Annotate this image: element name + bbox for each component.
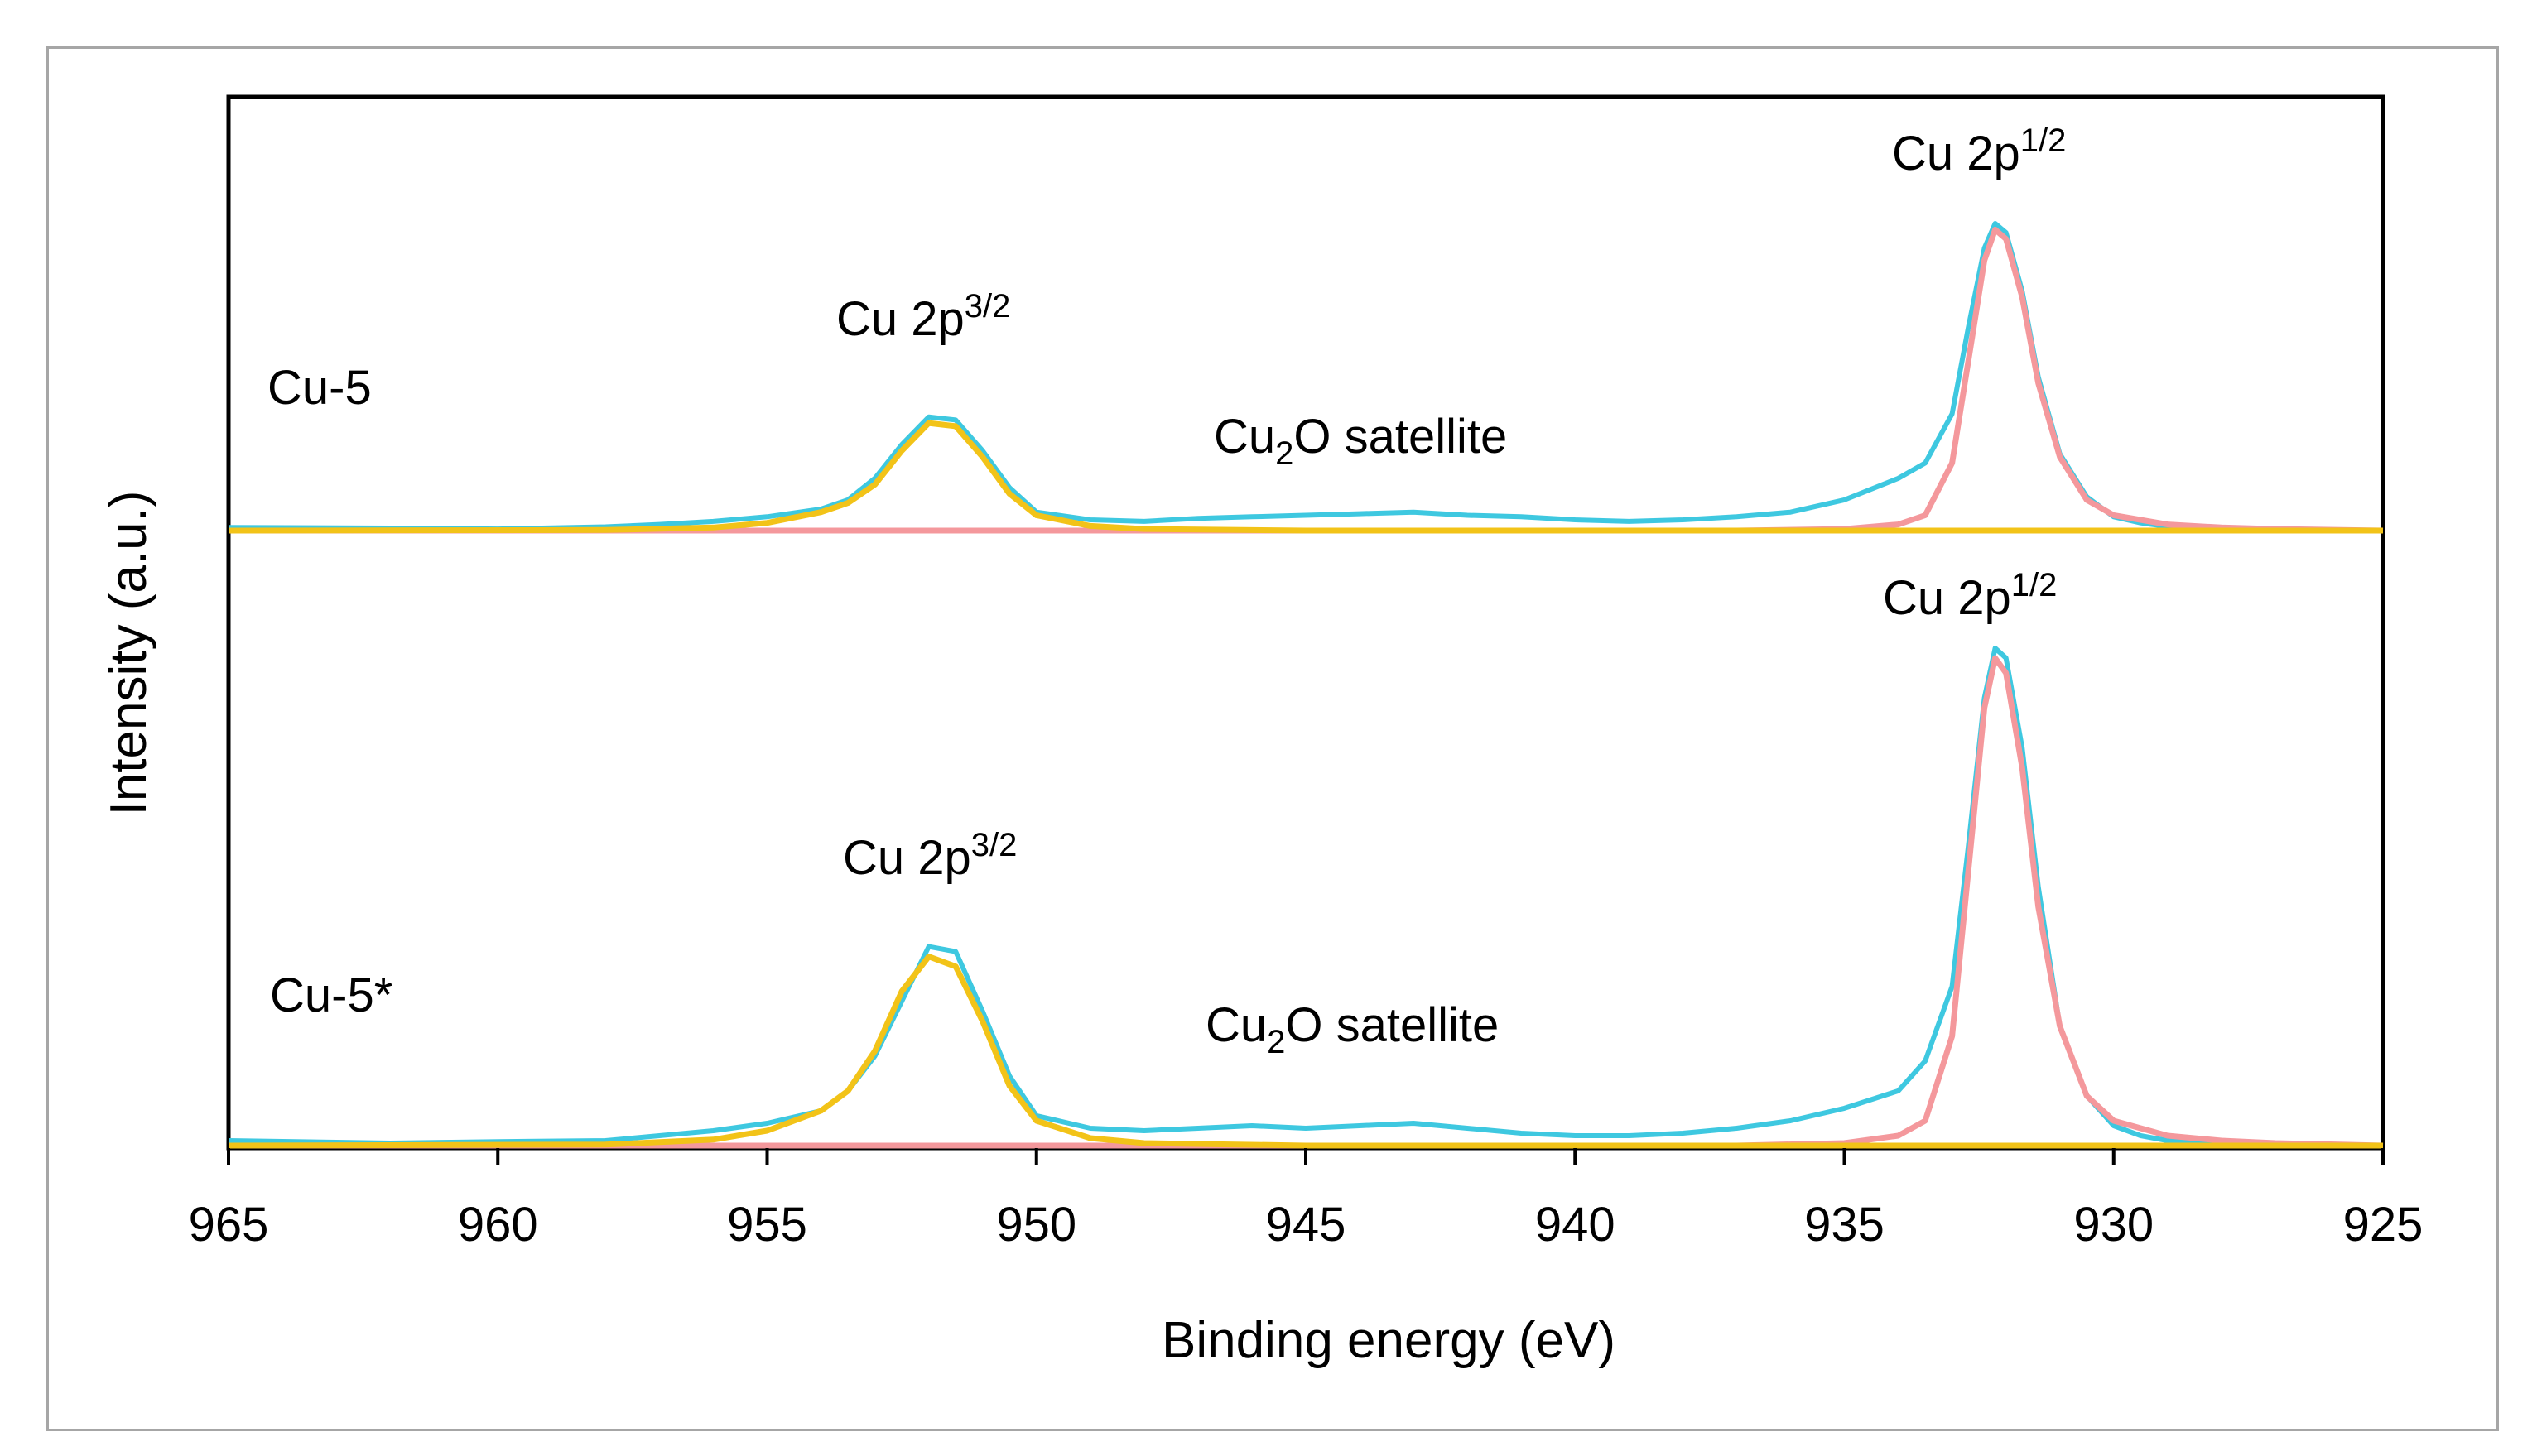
panel-bottom-traces bbox=[228, 646, 2384, 1149]
figure-frame bbox=[46, 46, 2499, 1431]
x-tick-label-955: 955 bbox=[727, 1198, 807, 1252]
annotation-cu2o-satellite-bottom: Cu2O satellite bbox=[1206, 998, 1499, 1060]
series-line-fit-cu-2p1-2-panel-2 bbox=[229, 655, 2384, 1149]
annotation-cu2p12-top-sup: 1/2 bbox=[2020, 123, 2067, 159]
x-tick-label-940: 940 bbox=[1535, 1198, 1615, 1252]
annotation-cu2o-top-post: O satellite bbox=[1293, 410, 1507, 464]
annotation-cu2o-top-sub: 2 bbox=[1275, 435, 1293, 472]
x-tick-label-935: 935 bbox=[1804, 1198, 1885, 1252]
annotation-cu2p32-bottom-base: Cu 2p bbox=[843, 831, 971, 885]
plot-area bbox=[226, 94, 2385, 1151]
series-line-experimental-panel-2 bbox=[228, 646, 2384, 1148]
x-tick-label-960: 960 bbox=[458, 1198, 538, 1252]
panel-top: Cu-5 Cu 2p3/2 Cu2O satellite Cu 2p1/2 bbox=[228, 123, 2384, 534]
x-axis-title: Binding energy (eV) bbox=[1162, 1312, 1615, 1369]
annotation-cu2p32-bottom-sup: 3/2 bbox=[971, 827, 1018, 863]
annotation-cu2o-bottom-post: O satellite bbox=[1285, 998, 1499, 1052]
series-line-fit-cu-2p3-2-panel-2 bbox=[228, 954, 2383, 1149]
annotation-cu2p12-bottom-base: Cu 2p bbox=[1883, 571, 2011, 625]
annotation-cu2p32-bottom: Cu 2p3/2 bbox=[843, 827, 1017, 885]
annotation-cu2p12-bottom: Cu 2p1/2 bbox=[1883, 567, 2057, 625]
series-line-fit-cu-2p3-2-panel-1 bbox=[228, 420, 2383, 534]
annotation-cu2p12-top-base: Cu 2p bbox=[1892, 127, 2020, 180]
annotation-cu2o-satellite-top: Cu2O satellite bbox=[1214, 410, 1507, 472]
x-tick-label-950: 950 bbox=[996, 1198, 1076, 1252]
x-tick-label-925: 925 bbox=[2343, 1198, 2424, 1252]
annotation-cu2p32-top: Cu 2p3/2 bbox=[836, 288, 1010, 346]
x-tick-label-945: 945 bbox=[1266, 1198, 1346, 1252]
sample-label-cu5: Cu-5 bbox=[267, 361, 372, 415]
annotation-cu2o-bottom-sub: 2 bbox=[1267, 1024, 1285, 1060]
series-line-experimental-panel-1 bbox=[228, 221, 2384, 533]
series-line-fit-cu-2p1-2-panel-1 bbox=[229, 226, 2384, 534]
x-tick-label-965: 965 bbox=[189, 1198, 269, 1252]
annotation-cu2o-bottom-pre: Cu bbox=[1206, 998, 1267, 1052]
sample-label-cu5-star: Cu-5* bbox=[270, 968, 392, 1022]
annotation-cu2o-top-pre: Cu bbox=[1214, 410, 1275, 464]
annotation-cu2p32-top-sup: 3/2 bbox=[965, 288, 1011, 324]
annotation-cu2p32-top-base: Cu 2p bbox=[836, 292, 965, 346]
y-axis-title: Intensity (a.u.) bbox=[100, 491, 157, 816]
annotation-cu2p12-bottom-sup: 1/2 bbox=[2011, 567, 2058, 603]
x-axis: 965 960 955 950 945 940 935 930 925 bbox=[189, 1148, 2424, 1252]
panel-bottom: Cu-5* Cu 2p3/2 Cu2O satellite Cu 2p1/2 bbox=[228, 567, 2384, 1149]
x-tick-label-930: 930 bbox=[2073, 1198, 2154, 1252]
panel-top-traces bbox=[228, 221, 2384, 534]
annotation-cu2p12-top: Cu 2p1/2 bbox=[1892, 123, 2066, 180]
